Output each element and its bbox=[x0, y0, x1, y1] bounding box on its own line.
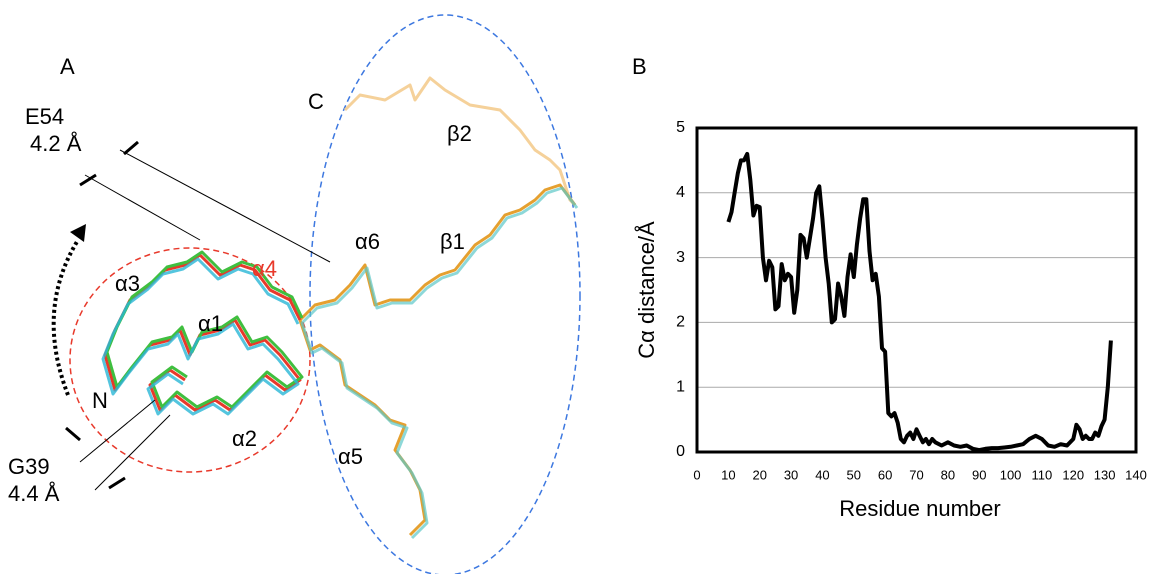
backbone bbox=[101, 257, 300, 416]
measure-line bbox=[119, 149, 331, 263]
backbone bbox=[343, 76, 577, 207]
x-axis-label: Residue number bbox=[839, 496, 1000, 521]
distance-label: 4.2 Å bbox=[30, 131, 82, 156]
x-tick-label: 10 bbox=[721, 467, 735, 482]
measure-line bbox=[84, 174, 201, 241]
data-line bbox=[726, 151, 1113, 453]
x-tick-label: 60 bbox=[878, 467, 892, 482]
backbone bbox=[298, 183, 577, 537]
x-tick-label: 90 bbox=[972, 467, 986, 482]
arrow-head bbox=[70, 224, 86, 242]
structure-label: α1 bbox=[198, 311, 223, 336]
rotation-arrow bbox=[51, 238, 80, 396]
y-tick-label: 4 bbox=[676, 184, 685, 201]
arrow bbox=[65, 140, 139, 490]
measure-line bbox=[94, 414, 171, 491]
x-tick-label: 0 bbox=[693, 467, 700, 482]
structure-label: α2 bbox=[232, 426, 257, 451]
panel-label: B bbox=[632, 54, 647, 79]
x-tick-label: 40 bbox=[815, 467, 829, 482]
residue-label: G39 bbox=[8, 454, 50, 479]
x-tick-label: 20 bbox=[752, 467, 766, 482]
y-tick-label: 5 bbox=[676, 119, 685, 136]
x-tick-label: 140 bbox=[1125, 467, 1147, 482]
residue-label: E54 bbox=[25, 104, 64, 129]
panel-a: A E54 4.2 Å G39 4.4 Å C N β2 β1 α6 α4 α3… bbox=[8, 14, 581, 574]
structure-label: β2 bbox=[447, 121, 472, 146]
plot-frame bbox=[695, 126, 1138, 454]
y-tick-label: 0 bbox=[676, 443, 685, 460]
structure-label: α4 bbox=[252, 256, 277, 281]
distance-label: 4.4 Å bbox=[8, 481, 60, 506]
terminus-label: C bbox=[308, 89, 324, 114]
structure-label: α6 bbox=[355, 229, 380, 254]
x-tick-label: 130 bbox=[1094, 467, 1116, 482]
terminus-label: N bbox=[92, 388, 108, 413]
x-tick-label: 70 bbox=[909, 467, 923, 482]
x-tick-label: 100 bbox=[1000, 467, 1022, 482]
backbone bbox=[300, 186, 579, 540]
n-domain-outline bbox=[69, 247, 311, 473]
y-tick-label: 2 bbox=[676, 314, 685, 331]
structure-label: α3 bbox=[115, 271, 140, 296]
x-tick-label: 120 bbox=[1062, 467, 1084, 482]
x-tick-label: 80 bbox=[941, 467, 955, 482]
y-tick-label: 1 bbox=[676, 378, 685, 395]
x-tick-label: 50 bbox=[847, 467, 861, 482]
x-tick-label: 30 bbox=[784, 467, 798, 482]
panel-label: A bbox=[60, 54, 75, 79]
x-tick-label: 110 bbox=[1032, 467, 1053, 482]
y-axis-label: Cα distance/Å bbox=[634, 221, 659, 359]
measure-line bbox=[79, 399, 156, 463]
c-domain-outline bbox=[309, 14, 581, 574]
y-tick-label: 3 bbox=[676, 249, 685, 266]
structure-label: α5 bbox=[338, 444, 363, 469]
structure-label: β1 bbox=[440, 229, 465, 254]
